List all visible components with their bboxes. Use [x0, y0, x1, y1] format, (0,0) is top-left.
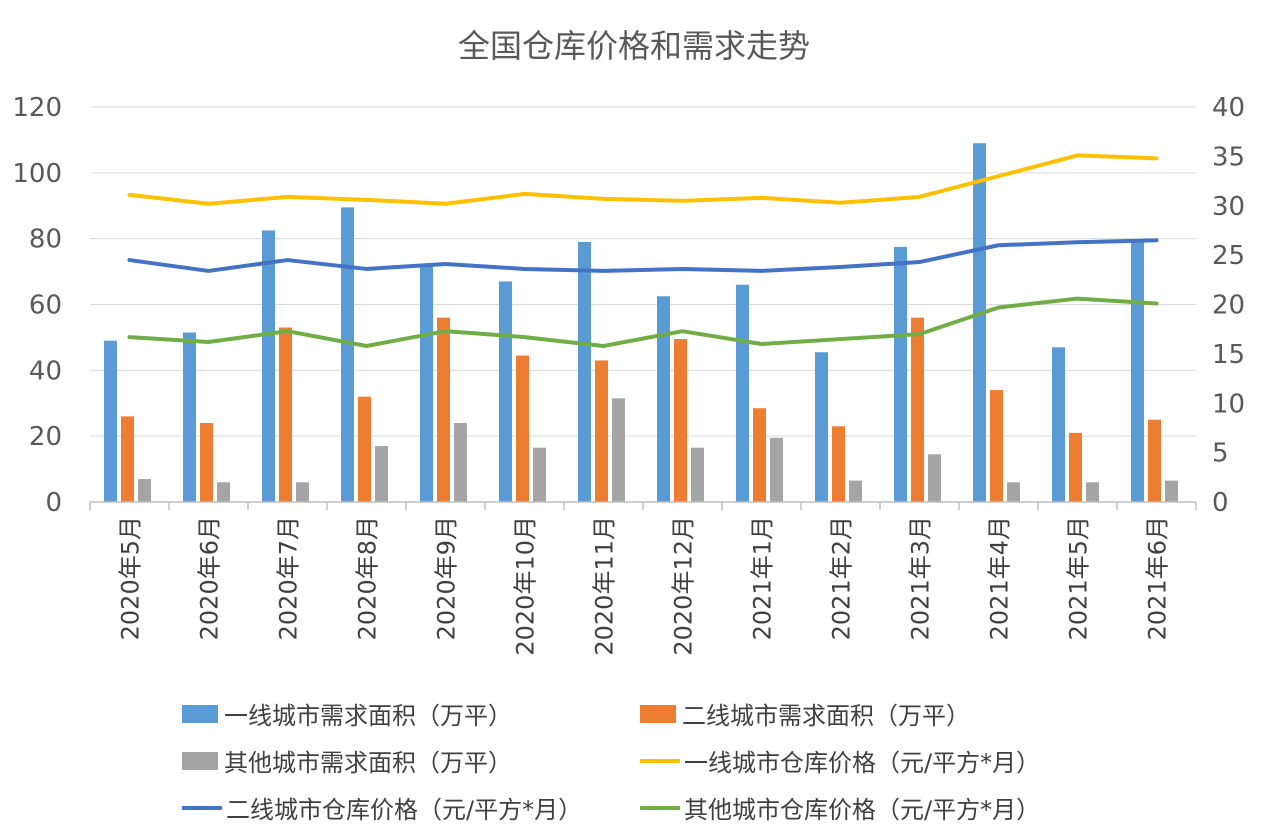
bar	[533, 447, 546, 502]
bar	[894, 246, 907, 502]
bar	[138, 478, 151, 502]
y-left-tick-label: 0	[45, 488, 62, 518]
x-tick-label: 2020年12月	[670, 516, 698, 656]
bar	[183, 332, 196, 502]
bar	[832, 426, 845, 502]
bar	[849, 480, 862, 502]
bar	[358, 396, 371, 502]
x-tick-label: 2020年7月	[275, 516, 303, 640]
y-right-tick-label: 25	[1212, 241, 1245, 271]
x-tick-label: 2021年6月	[1144, 516, 1172, 640]
y-right-tick-label: 35	[1212, 142, 1245, 172]
x-tick-label: 2020年10月	[512, 516, 540, 656]
price-lines	[127, 153, 1159, 348]
bar	[990, 390, 1003, 502]
x-tick-label: 2020年6月	[196, 516, 224, 640]
bar	[375, 446, 388, 502]
bar	[296, 482, 309, 502]
bar	[753, 408, 766, 502]
bar	[262, 230, 275, 502]
bar	[770, 437, 783, 502]
bars	[104, 143, 1178, 503]
y-right-tick-label: 5	[1212, 439, 1229, 469]
bar	[973, 143, 986, 503]
bar	[1052, 347, 1065, 502]
bar	[928, 454, 941, 502]
bar	[454, 423, 467, 502]
price-line	[127, 153, 1159, 206]
bar	[104, 340, 117, 502]
bar	[341, 207, 354, 503]
bar	[1165, 480, 1178, 502]
x-tick-label: 2020年8月	[354, 516, 382, 640]
x-tick-label: 2021年2月	[828, 516, 856, 640]
bar	[516, 355, 529, 502]
bar	[612, 398, 625, 502]
bar	[420, 266, 433, 502]
bar	[1131, 241, 1144, 503]
bar	[657, 296, 670, 502]
bar	[1007, 482, 1020, 502]
bar	[578, 241, 591, 503]
bar	[815, 352, 828, 502]
axes	[89, 501, 1197, 510]
y-right-tick-label: 30	[1212, 192, 1245, 222]
bar	[121, 416, 134, 502]
y-left-tick-label: 120	[12, 93, 62, 123]
bar	[691, 447, 704, 502]
bar	[437, 317, 450, 502]
x-tick-label: 2020年5月	[117, 516, 145, 640]
x-tick-label: 2021年3月	[907, 516, 935, 640]
x-tick-label: 2020年11月	[591, 516, 619, 656]
bar	[911, 317, 924, 502]
bar	[674, 339, 687, 502]
bar	[1148, 419, 1161, 502]
bar	[217, 482, 230, 502]
bar	[200, 423, 213, 502]
y-left-tick-label: 80	[29, 225, 62, 255]
y-right-tick-label: 10	[1212, 389, 1245, 419]
y-left-tick-label: 40	[29, 356, 62, 386]
bar	[279, 327, 292, 502]
y-left-tick-label: 60	[29, 291, 62, 321]
bar	[736, 284, 749, 502]
y-right-tick-label: 0	[1212, 488, 1229, 518]
x-tick-label: 2021年4月	[986, 516, 1014, 640]
price-line	[127, 238, 1159, 273]
x-tick-label: 2021年1月	[749, 516, 777, 640]
y-right-tick-label: 20	[1212, 291, 1245, 321]
bar	[1086, 482, 1099, 502]
x-tick-label: 2021年5月	[1065, 516, 1093, 640]
y-left-tick-label: 20	[29, 422, 62, 452]
y-right-tick-label: 15	[1212, 340, 1245, 370]
x-tick-label: 2020年9月	[433, 516, 461, 640]
bar	[499, 281, 512, 502]
y-right-tick-label: 40	[1212, 93, 1245, 123]
tick-labels: 0 20 40 60 80 100 120 0 5 10 15 20 25 30 35 40 2020年5月 20…	[12, 93, 1245, 656]
y-left-tick-label: 100	[12, 159, 62, 189]
bar	[1069, 432, 1082, 502]
price-line	[127, 296, 1159, 348]
chart-title: 全国仓库价格和需求走势	[458, 27, 810, 65]
bar	[595, 360, 608, 502]
